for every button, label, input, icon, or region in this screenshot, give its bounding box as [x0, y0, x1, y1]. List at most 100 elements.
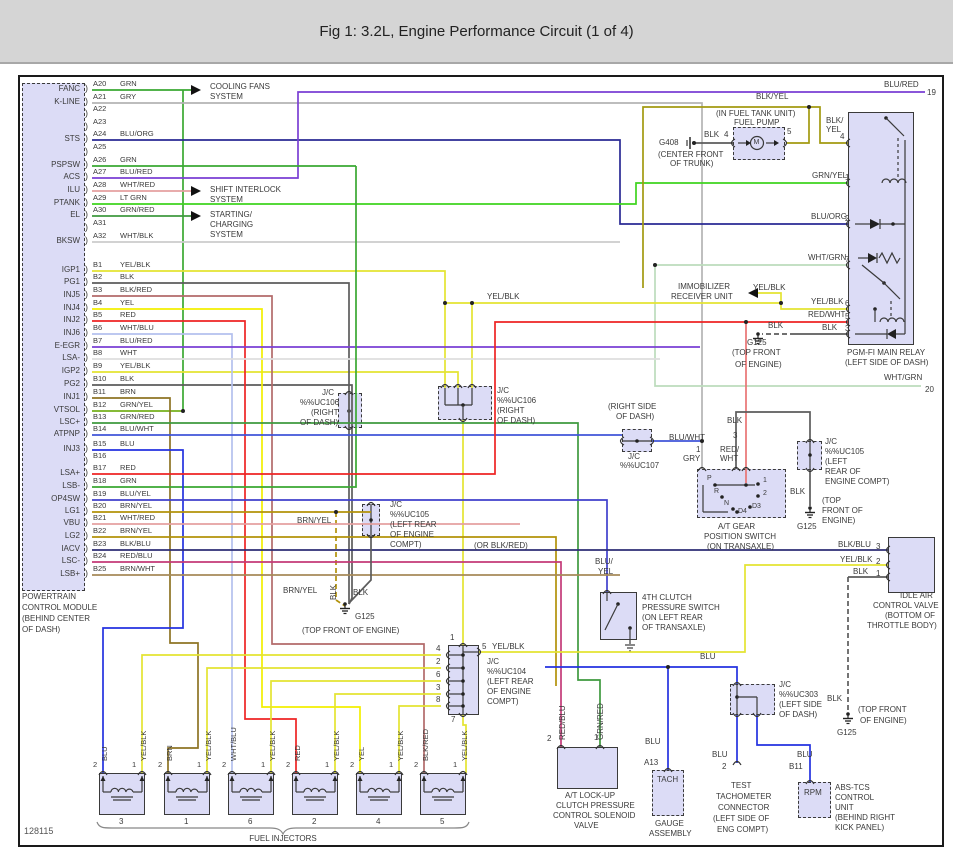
pcm-wire-color: WHT — [120, 348, 138, 357]
diagram-label: N — [724, 500, 730, 507]
pcm-pin-bracket: ) — [85, 222, 88, 232]
injector-wire-color: YEL/BLK — [460, 730, 469, 761]
diagram-label: BLK — [822, 323, 838, 332]
diagram-label: REAR OF — [825, 467, 861, 476]
diagram-label: (LEFT REAR — [487, 677, 534, 686]
diagram-label: 3 — [436, 683, 441, 692]
diagram-label: OF TRUNK) — [670, 159, 714, 168]
pcm-pin-bracket: ) — [85, 428, 88, 438]
pcm-wire-color: GRN/RED — [120, 205, 155, 214]
diagram-label: ASSEMBLY — [649, 829, 692, 838]
pcm-pin-bracket: ) — [85, 302, 88, 312]
pcm-pin-number: B22 — [93, 526, 107, 535]
pcm-pin-bracket: ) — [85, 276, 88, 286]
diagram-label: A13 — [644, 758, 659, 767]
pcm-pin-number: B11 — [93, 387, 106, 396]
diagram-label: CONTROL — [835, 793, 875, 802]
pcm-pin-number: B24 — [93, 551, 107, 560]
diagram-label: 5 — [482, 642, 487, 651]
diagram-label: 4 — [724, 130, 729, 139]
injector-wire-color: YEL/BLK — [332, 730, 341, 761]
diagram-label: OF ENGINE) — [860, 716, 907, 725]
pcm-wire-color: BRN — [120, 387, 136, 396]
pcm-signal-inj6: INJ6 — [63, 328, 80, 337]
pcm-wire-color: YEL/BLK — [120, 260, 151, 269]
pcm-wire-color: BRN/YEL — [120, 526, 153, 535]
pcm-pin-number: A23 — [93, 117, 107, 126]
diagram-label: BLK — [727, 416, 743, 425]
diagram-label: (LEFT REAR — [390, 520, 437, 529]
diagram-label: %%UC106 — [497, 396, 537, 405]
diagram-label: D3 — [752, 503, 761, 510]
diagram-label: A/T LOCK-UP — [565, 791, 616, 800]
pcm-pin-bracket: ) — [85, 416, 88, 426]
pcm-wire-color: GRN — [120, 79, 137, 88]
pcm-signal-fanc: FANC — [58, 84, 80, 93]
pcm-wire-color: WHT/RED — [120, 180, 155, 189]
injector-wire-color: WHT/BLU — [229, 727, 238, 761]
diagram-label: KICK PANEL) — [835, 823, 885, 832]
pcm-pin-bracket: ) — [85, 171, 88, 181]
diagram-label: OF DASH) — [779, 710, 818, 719]
pcm-pin-number: B18 — [93, 476, 107, 485]
diagram-label: BLK — [768, 321, 784, 330]
pcm-pin-bracket: ) — [85, 96, 88, 106]
diagram-label: (LEFT SIDE OF — [713, 814, 770, 823]
diagram-label: OF TRANSAXLE) — [642, 623, 706, 632]
diagram-label: SYSTEM — [210, 92, 243, 101]
sheet-code: 128115 — [24, 826, 54, 836]
pcm-pin-number: A26 — [93, 155, 107, 164]
injector-wire-color: BLU — [100, 746, 109, 761]
diagram-label: YEL/BLK — [840, 555, 873, 564]
pcm-wire-color: RED — [120, 310, 136, 319]
diagram-label: SHIFT INTERLOCK — [210, 185, 281, 194]
diagram-label: BLK — [827, 694, 843, 703]
injector-number: 1 — [184, 817, 189, 826]
diagram-label: BRN/YEL — [283, 586, 318, 595]
diagram-label: YEL/BLK — [753, 283, 786, 292]
pcm-pin-number: B3 — [93, 285, 103, 294]
diagram-label: RPM — [804, 788, 822, 797]
fuel-injector-4-box — [356, 773, 402, 815]
diagram-label: BLU — [645, 737, 661, 746]
pcm-wire-color: BLK — [120, 272, 135, 281]
pcm-wire-color: BRN/YEL — [120, 501, 153, 510]
diagram-label: R — [714, 488, 720, 495]
diagram-label: (LEFT SIDE — [779, 700, 822, 709]
diagram-label: BLU/WHT — [669, 433, 705, 442]
diagram-label: 2 — [763, 490, 767, 497]
pcm-pin-bracket: ) — [85, 264, 88, 274]
pcm-pin-number: A32 — [93, 231, 107, 240]
pcm-pin-bracket: ) — [85, 517, 88, 527]
diagram-label: VALVE — [574, 821, 599, 830]
diagram-label: YEL — [598, 567, 614, 576]
diagram-label: IDLE AIR — [900, 591, 933, 600]
diagram-label: RED/BLU — [558, 705, 567, 740]
diagram-label: 2 — [876, 557, 881, 566]
diagram-label: BLK — [329, 584, 338, 600]
diagram-label: 1 — [594, 733, 599, 742]
pcm-signal-atpnp: ATPNP — [53, 429, 80, 438]
diagram-label: CONTROL SOLENOID — [553, 811, 636, 820]
injector-number: 4 — [376, 817, 381, 826]
pcm-pin-bracket: ) — [85, 391, 88, 401]
diagram-label: OF DASH) — [497, 416, 536, 425]
pcm-wire-color: YEL/BLK — [120, 361, 151, 370]
pcm-signal-ilu: ILU — [67, 185, 80, 194]
tach-gauge-box — [652, 770, 684, 816]
pcm-pin-number: A21 — [93, 92, 107, 101]
pcm-wire-color: BLK — [120, 374, 135, 383]
diagram-label: PRESSURE SWITCH — [642, 603, 720, 612]
diagram-label: 4 — [436, 644, 441, 653]
pcm-pin-number: B7 — [93, 336, 103, 345]
pcm-signal-pspsw: PSPSW — [51, 160, 80, 169]
pcm-wire-color: WHT/BLK — [120, 231, 154, 240]
pcm-signal-igp1: IGP1 — [61, 265, 80, 274]
pcm-pin-bracket: ) — [85, 133, 88, 143]
pcm-pin-number: B15 — [93, 439, 107, 448]
pcm-pin-number: A28 — [93, 180, 107, 189]
fuel-injector-6-box — [228, 773, 274, 815]
diagram-label: COMPT) — [390, 540, 422, 549]
diagram-label: 2 — [722, 762, 727, 771]
pcm-wire-color: RED/BLU — [120, 551, 153, 560]
